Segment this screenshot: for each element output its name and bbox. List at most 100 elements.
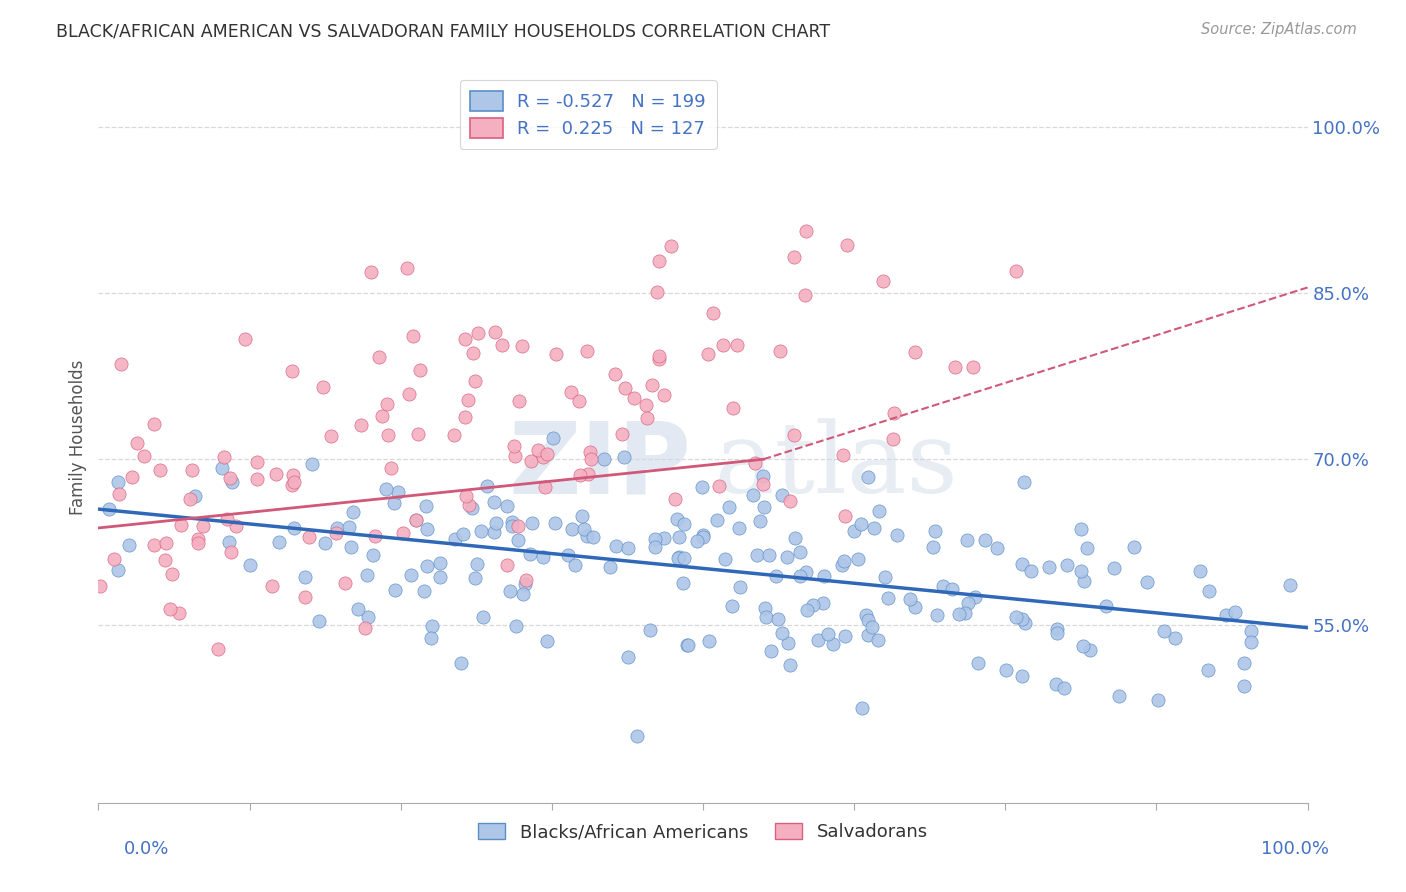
Point	[1014, 616, 1036, 631]
Point	[350, 418, 373, 433]
Point	[515, 577, 537, 591]
Point	[461, 346, 484, 360]
Point	[783, 531, 806, 545]
Point	[755, 610, 778, 624]
Point	[1197, 664, 1219, 678]
Point	[294, 590, 316, 604]
Point	[1011, 611, 1033, 625]
Point	[676, 638, 699, 652]
Point	[904, 599, 927, 614]
Point	[612, 427, 634, 442]
Point	[1164, 631, 1187, 645]
Point	[932, 579, 955, 593]
Point	[796, 602, 818, 616]
Point	[617, 541, 640, 555]
Point	[405, 513, 427, 527]
Point	[966, 656, 988, 670]
Point	[686, 533, 709, 548]
Point	[748, 514, 770, 528]
Point	[986, 541, 1008, 555]
Point	[725, 338, 748, 352]
Point	[470, 524, 492, 539]
Point	[811, 596, 834, 610]
Point	[429, 570, 451, 584]
Point	[506, 533, 529, 548]
Point	[648, 253, 671, 268]
Point	[605, 539, 627, 553]
Point	[758, 548, 780, 562]
Point	[941, 582, 963, 596]
Point	[1014, 475, 1036, 490]
Point	[855, 608, 877, 623]
Point	[501, 518, 523, 533]
Point	[783, 427, 806, 442]
Point	[793, 288, 815, 302]
Point	[219, 544, 242, 558]
Point	[402, 328, 425, 343]
Point	[962, 360, 984, 375]
Point	[215, 511, 238, 525]
Point	[856, 470, 879, 484]
Point	[1102, 561, 1125, 575]
Point	[831, 448, 853, 462]
Point	[751, 477, 773, 491]
Point	[752, 500, 775, 515]
Point	[592, 451, 614, 466]
Point	[713, 551, 735, 566]
Point	[312, 380, 335, 394]
Point	[454, 489, 477, 503]
Point	[374, 482, 396, 496]
Point	[801, 598, 824, 612]
Point	[1005, 610, 1028, 624]
Point	[536, 447, 558, 461]
Point	[789, 545, 811, 559]
Point	[454, 409, 477, 424]
Point	[672, 576, 695, 591]
Point	[1070, 565, 1092, 579]
Point	[503, 449, 526, 463]
Point	[711, 338, 734, 352]
Point	[541, 432, 564, 446]
Point	[876, 591, 898, 605]
Point	[415, 499, 437, 513]
Point	[377, 428, 399, 442]
Point	[925, 608, 948, 623]
Text: atlas: atlas	[716, 418, 957, 514]
Point	[89, 579, 111, 593]
Point	[1038, 559, 1060, 574]
Point	[484, 325, 506, 339]
Point	[673, 516, 696, 531]
Point	[727, 521, 749, 535]
Point	[783, 251, 806, 265]
Point	[371, 409, 394, 423]
Point	[281, 467, 304, 482]
Point	[571, 508, 593, 523]
Point	[664, 491, 686, 506]
Point	[834, 629, 856, 643]
Point	[283, 475, 305, 490]
Point	[212, 450, 235, 465]
Point	[858, 628, 880, 642]
Point	[821, 637, 844, 651]
Point	[576, 467, 599, 482]
Point	[789, 568, 811, 582]
Point	[623, 391, 645, 405]
Point	[676, 638, 699, 652]
Point	[924, 524, 946, 538]
Point	[361, 548, 384, 562]
Point	[770, 488, 793, 502]
Point	[644, 532, 666, 546]
Point	[495, 558, 517, 573]
Point	[721, 599, 744, 613]
Point	[626, 729, 648, 743]
Point	[922, 540, 945, 554]
Point	[281, 478, 304, 492]
Point	[467, 326, 489, 340]
Point	[863, 521, 886, 535]
Point	[520, 454, 543, 468]
Point	[546, 347, 568, 361]
Point	[817, 626, 839, 640]
Point	[107, 487, 129, 501]
Point	[246, 455, 269, 469]
Point	[868, 504, 890, 518]
